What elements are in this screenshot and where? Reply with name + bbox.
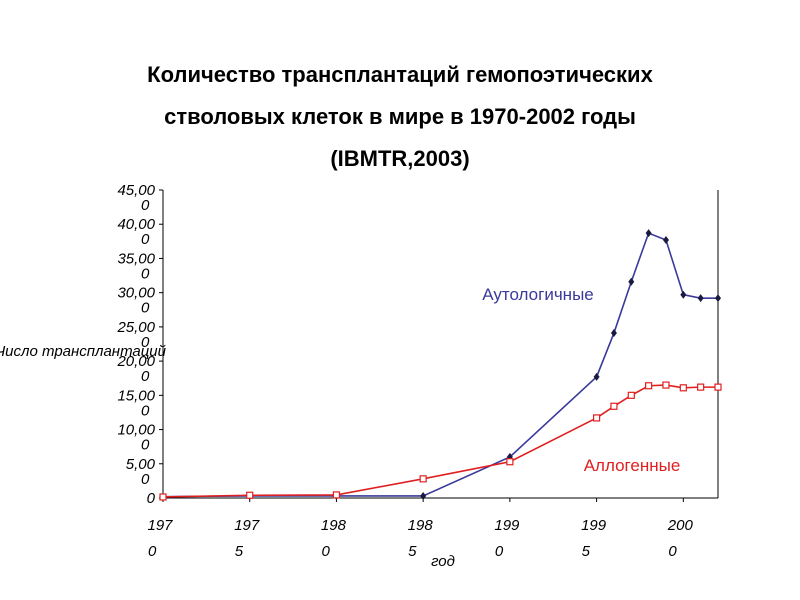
- chart-title: (IBMTR,2003): [330, 146, 469, 171]
- point: [593, 372, 600, 381]
- x-tick-label: 198 0: [321, 517, 347, 560]
- x-tick-label: 197 5: [234, 517, 260, 560]
- x-tick-label: 199 5: [581, 517, 607, 560]
- point: [420, 491, 427, 500]
- point: [715, 294, 721, 303]
- point: [506, 458, 514, 466]
- point: [697, 383, 705, 391]
- chart-title: стволовых клеток в мире в 1970-2002 годы: [164, 104, 636, 129]
- y-tick-label: 20,00 0: [116, 353, 155, 385]
- x-axis-label: год: [431, 553, 455, 570]
- chart-title: Количество трансплантаций гемопоэтически…: [147, 62, 653, 87]
- point: [628, 277, 635, 286]
- x-tick-label: 197 0: [147, 517, 173, 560]
- point: [159, 493, 167, 501]
- y-tick-label: 15,00 0: [117, 387, 155, 419]
- series-label: Аллогенные: [584, 456, 681, 475]
- y-tick-label: 10,00 0: [117, 422, 155, 454]
- x-tick-label: 198 5: [408, 517, 434, 560]
- point: [680, 290, 687, 299]
- point: [645, 382, 653, 390]
- point: [714, 383, 722, 391]
- x-tick-label: 199 0: [494, 517, 520, 560]
- point: [697, 294, 704, 303]
- point: [645, 229, 652, 238]
- point: [610, 329, 617, 338]
- point: [610, 402, 618, 410]
- y-tick-label: 0: [147, 490, 156, 507]
- x-tick-label: 200 0: [667, 517, 694, 560]
- point: [662, 235, 669, 244]
- point: [246, 491, 254, 499]
- point: [627, 391, 635, 399]
- series-label: Аутологичные: [482, 285, 594, 304]
- point: [592, 414, 601, 422]
- y-tick-label: 40,00 0: [117, 216, 155, 248]
- point: [679, 384, 687, 392]
- y-tick-label: 30,00 0: [117, 285, 155, 317]
- y-tick-label: 5,00 0: [126, 456, 156, 488]
- point: [419, 475, 427, 483]
- point: [332, 491, 341, 499]
- series-line: [162, 384, 718, 498]
- y-tick-label: 35,00 0: [117, 250, 155, 282]
- y-axis-label: Число трансплантаций: [0, 343, 167, 360]
- point: [662, 381, 670, 389]
- y-tick-label: 45,00 0: [117, 182, 155, 214]
- y-tick-label: 25,00 0: [116, 319, 155, 351]
